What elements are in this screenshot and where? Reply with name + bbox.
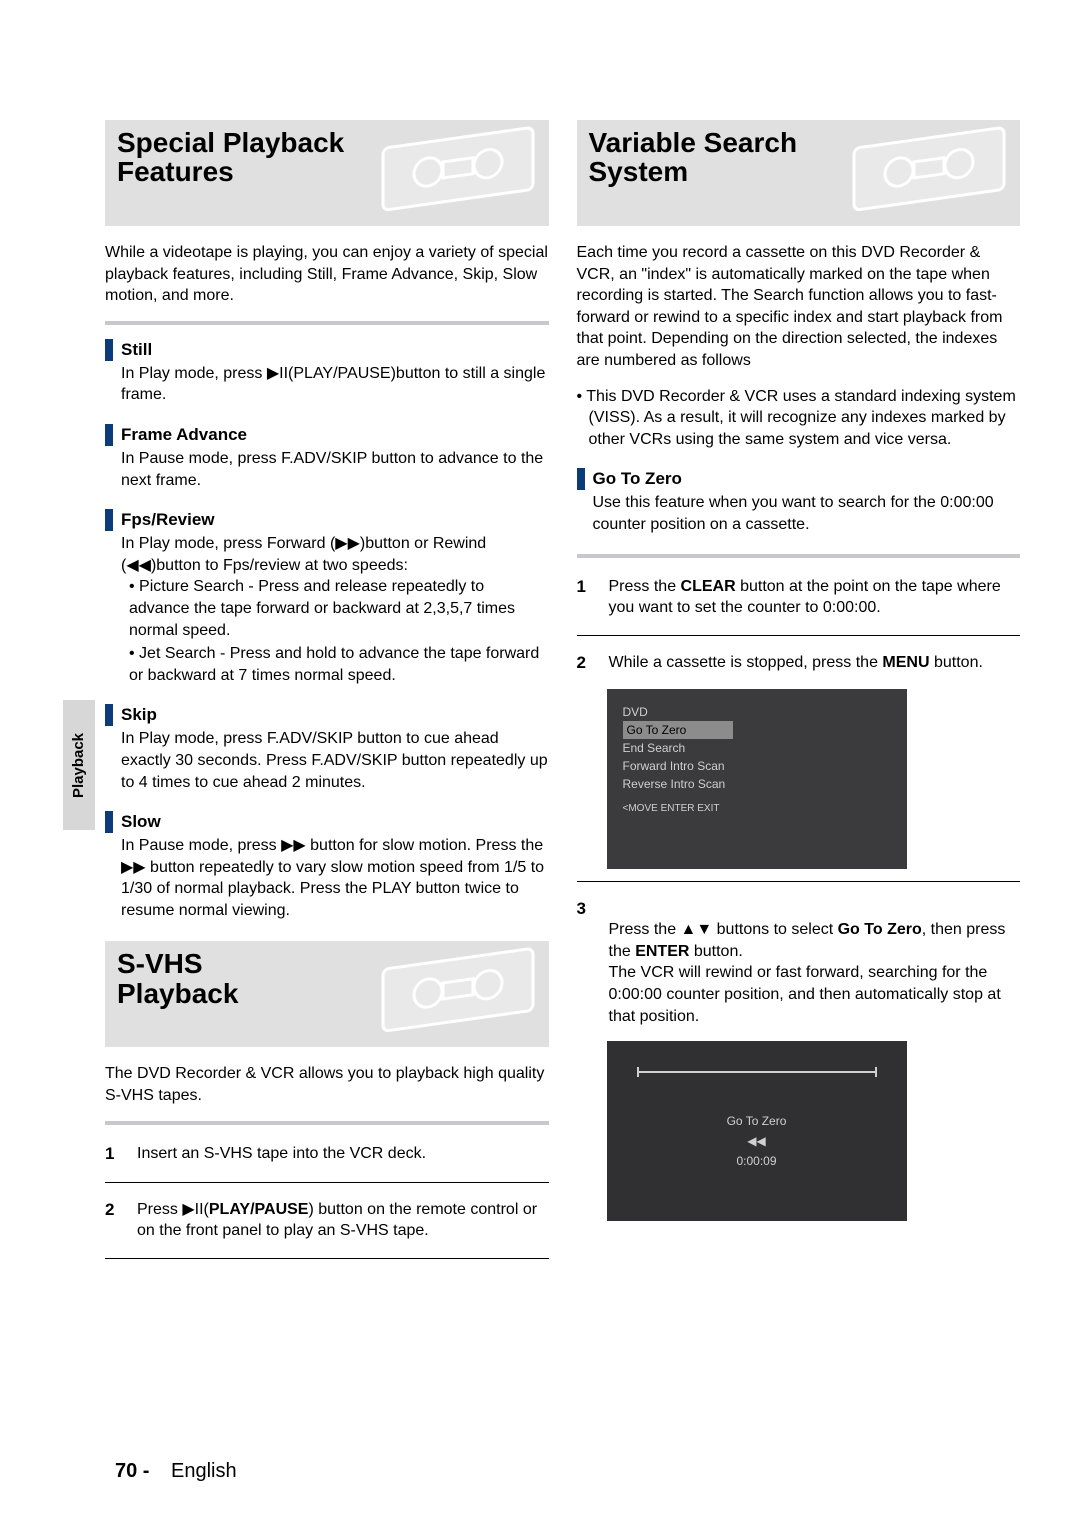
feature-body: In Pause mode, press ▶▶ button for slow … xyxy=(105,835,549,921)
menu-item-selected: Go To Zero xyxy=(623,721,733,739)
feature-bar xyxy=(105,704,113,726)
rule xyxy=(105,1121,549,1125)
txt: Press the ▲▼ buttons to select xyxy=(609,921,838,938)
page-columns: Special Playback Features While a videot… xyxy=(105,120,1020,1271)
txt: While a cassette is stopped, press the xyxy=(609,654,883,671)
feature-bar xyxy=(577,468,585,490)
step-1: 1 Insert an S-VHS tape into the VCR deck… xyxy=(105,1139,549,1170)
txt-bold: ENTER xyxy=(635,943,689,960)
section-title: Variable Search System xyxy=(589,128,798,187)
feature-lead: In Play mode, press Forward (▶▶)button o… xyxy=(121,535,486,574)
counter-value: 0:00:09 xyxy=(736,1154,776,1168)
page-language: English xyxy=(171,1460,237,1482)
feature-slow: Slow In Pause mode, press ▶▶ button for … xyxy=(105,811,549,921)
feature-frame-advance: Frame Advance In Pause mode, press F.ADV… xyxy=(105,424,549,491)
txt-bold: MENU xyxy=(882,654,929,671)
menu-item: End Search xyxy=(623,739,891,757)
feature-sublist: Picture Search - Press and release repea… xyxy=(121,576,549,686)
step-2: 2 Press ▶II(PLAY/PAUSE) button on the re… xyxy=(105,1195,549,1246)
txt-bold: PLAY/PAUSE xyxy=(209,1201,309,1218)
cassette-icon xyxy=(343,947,543,1043)
side-tab-playback: Playback xyxy=(63,700,95,830)
bullet-item: This DVD Recorder & VCR uses a standard … xyxy=(577,386,1021,451)
menu-item: Forward Intro Scan xyxy=(623,757,891,775)
section-title: Special Playback Features xyxy=(117,128,344,187)
divider xyxy=(105,1182,549,1183)
step-number: 1 xyxy=(577,576,599,619)
cassette-icon xyxy=(814,126,1014,222)
feature-title: Go To Zero xyxy=(593,469,682,489)
feature-body: In Play mode, press Forward (▶▶)button o… xyxy=(105,533,549,686)
feature-title: Slow xyxy=(121,812,161,832)
txt-bold: Go To Zero xyxy=(838,921,922,938)
step-3: 3 Press the ▲▼ buttons to select Go To Z… xyxy=(577,894,1021,1032)
side-tab-label: Playback xyxy=(71,732,88,797)
search-label: Go To Zero xyxy=(727,1114,787,1128)
page-number: 70 - xyxy=(115,1460,149,1482)
feature-skip: Skip In Play mode, press F.ADV/SKIP butt… xyxy=(105,704,549,793)
step-number: 1 xyxy=(105,1143,127,1166)
intro-text: Each time you record a cassette on this … xyxy=(577,242,1021,372)
step-text: Press ▶II(PLAY/PAUSE) button on the remo… xyxy=(137,1199,549,1242)
rule xyxy=(105,321,549,325)
rule xyxy=(577,554,1021,558)
menu-item: Reverse Intro Scan xyxy=(623,775,891,793)
page-footer: 70 - English xyxy=(115,1460,237,1483)
feature-fps-review: Fps/Review In Play mode, press Forward (… xyxy=(105,509,549,686)
txt: button. xyxy=(930,654,983,671)
feature-bar xyxy=(105,811,113,833)
feature-bar xyxy=(105,339,113,361)
rewind-icon: ◀◀ xyxy=(747,1134,765,1148)
step-number: 2 xyxy=(105,1199,127,1242)
feature-go-to-zero: Go To Zero Use this feature when you wan… xyxy=(577,468,1021,535)
feature-title: Fps/Review xyxy=(121,510,215,530)
feature-body: In Play mode, press F.ADV/SKIP button to… xyxy=(105,728,549,793)
osd-menu-screen: DVD Go To Zero End Search Forward Intro … xyxy=(607,689,907,869)
feature-title: Skip xyxy=(121,705,157,725)
step-text: Insert an S-VHS tape into the VCR deck. xyxy=(137,1143,549,1166)
feature-bar xyxy=(105,509,113,531)
intro-bullets: This DVD Recorder & VCR uses a standard … xyxy=(577,386,1021,451)
step-2: 2 While a cassette is stopped, press the… xyxy=(577,648,1021,679)
feature-body: Use this feature when you want to search… xyxy=(577,492,1021,535)
intro-text: While a videotape is playing, you can en… xyxy=(105,242,549,307)
txt-bold: CLEAR xyxy=(681,578,736,595)
tick xyxy=(637,1067,639,1077)
sub-item: Jet Search - Press and hold to advance t… xyxy=(129,643,549,686)
progress-line xyxy=(637,1071,877,1073)
tick xyxy=(875,1067,877,1077)
step-number: 2 xyxy=(577,652,599,675)
divider xyxy=(105,1258,549,1259)
sub-item: Picture Search - Press and release repea… xyxy=(129,576,549,641)
feature-title: Still xyxy=(121,340,152,360)
left-column: Special Playback Features While a videot… xyxy=(105,120,549,1271)
txt: Press the xyxy=(609,578,681,595)
step-text: Press the ▲▼ buttons to select Go To Zer… xyxy=(609,898,1021,1028)
section-header-special-playback: Special Playback Features xyxy=(105,120,549,226)
feature-title: Frame Advance xyxy=(121,425,247,445)
txt: Press ▶II( xyxy=(137,1201,209,1218)
step-number: 3 xyxy=(577,898,599,1028)
step-1: 1 Press the CLEAR button at the point on… xyxy=(577,572,1021,623)
section-header-variable-search: Variable Search System xyxy=(577,120,1021,226)
menu-heading: DVD xyxy=(623,703,891,721)
feature-body: In Pause mode, press F.ADV/SKIP button t… xyxy=(105,448,549,491)
divider xyxy=(577,635,1021,636)
section-header-svhs: S-VHS Playback xyxy=(105,941,549,1047)
menu-nav-hint: <MOVE ENTER EXIT xyxy=(623,801,891,816)
cassette-icon xyxy=(343,126,543,222)
right-column: Variable Search System Each time you rec… xyxy=(577,120,1021,1271)
divider xyxy=(577,881,1021,882)
feature-still: Still In Play mode, press ▶II(PLAY/PAUSE… xyxy=(105,339,549,406)
section-title: S-VHS Playback xyxy=(117,949,238,1008)
step-text: Press the CLEAR button at the point on t… xyxy=(609,576,1021,619)
feature-body: In Play mode, press ▶II(PLAY/PAUSE)butto… xyxy=(105,363,549,406)
osd-search-screen: Go To Zero ◀◀ 0:00:09 xyxy=(607,1041,907,1221)
step-text: While a cassette is stopped, press the M… xyxy=(609,652,1021,675)
feature-bar xyxy=(105,424,113,446)
intro-text: The DVD Recorder & VCR allows you to pla… xyxy=(105,1063,549,1106)
